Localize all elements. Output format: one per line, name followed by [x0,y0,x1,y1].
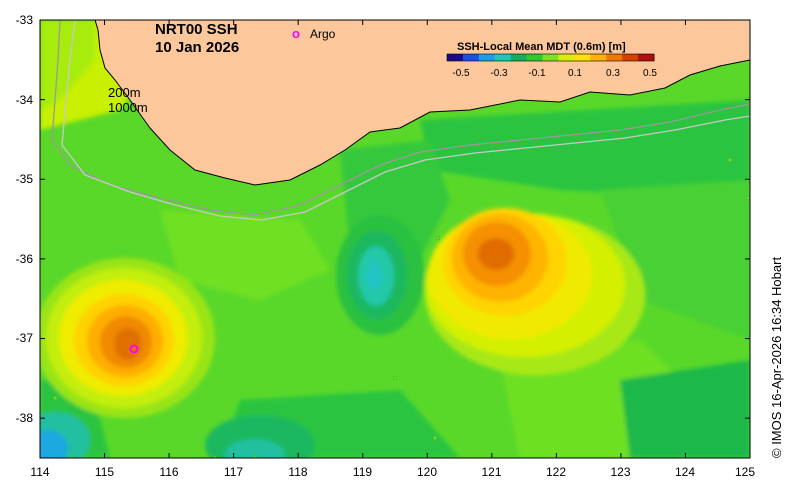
colorbar-swatch [478,54,496,61]
colorbar-frame [446,53,655,62]
colorbar-tick: -0.1 [528,68,546,79]
isobath-200m-label: 200m [108,85,141,100]
y-tick-label: -34 [16,93,34,107]
colorbar-swatch [510,54,528,61]
x-tick-label: 115 [95,465,114,479]
isobath-1000m-label: 1000m [108,100,148,115]
colorbar-swatch [462,54,480,61]
x-tick-label: 120 [417,465,437,479]
isobath-1000m [61,20,750,221]
colorbar-tick: -0.3 [490,68,508,79]
x-tick-label: 125 [735,465,755,479]
x-tick-label: 121 [481,465,501,479]
argo-legend-label: Argo [310,27,336,41]
colorbar-swatch [526,54,544,61]
x-tick-label: 119 [353,465,372,479]
colorbar-swatch [542,54,559,61]
colorbar-swatch [447,54,464,61]
colorbar-swatch [638,54,655,61]
isobath-200m [51,20,750,216]
x-tick-label: 123 [610,465,630,479]
colorbar-swatch [590,54,607,61]
y-tick-label: -35 [16,172,34,186]
ssh-field [40,20,750,458]
x-tick-label: 122 [546,465,566,479]
colorbar-swatch [622,54,639,61]
x-tick-label: 114 [30,465,49,479]
colorbar: SSH-Local Mean MDT (0.6m) [m] -0.5 -0.3 … [446,41,657,79]
y-tick-label: -37 [16,331,34,345]
map-title: NRT00 SSH [155,21,238,38]
y-tick-labels: -33 -34 -35 -36 -37 -38 [16,13,34,425]
axis-ticks [39,19,751,458]
map-date: 10 Jan 2026 [155,39,239,56]
colorbar-title: SSH-Local Mean MDT (0.6m) [m] [457,41,626,53]
argo-legend-symbol: o [292,26,300,41]
plot-frame [39,19,751,459]
colorbar-tick: -0.5 [452,68,470,79]
y-tick-label: -38 [16,411,34,425]
colorbar-tick: 0.1 [568,68,582,79]
colorbar-swatch [494,54,512,61]
colorbar-swatches [447,54,655,61]
x-tick-label: 118 [288,465,307,479]
colorbar-swatch [606,54,623,61]
colorbar-tick: 0.5 [643,68,657,79]
x-tick-label: 116 [159,465,178,479]
x-tick-label: 124 [675,465,695,479]
x-tick-labels: 114 115 116 117 118 119 120 121 122 123 … [30,465,755,479]
y-tick-label: -36 [16,252,34,266]
colorbar-swatch [574,54,591,61]
credit-text: © IMOS 16-Apr-2026 16:34 Hobart [769,257,784,458]
x-tick-label: 117 [224,465,243,479]
y-tick-label: -33 [16,13,34,27]
colorbar-tick: 0.3 [606,68,620,79]
colorbar-swatch [558,54,575,61]
argo-float-marker [129,344,139,354]
